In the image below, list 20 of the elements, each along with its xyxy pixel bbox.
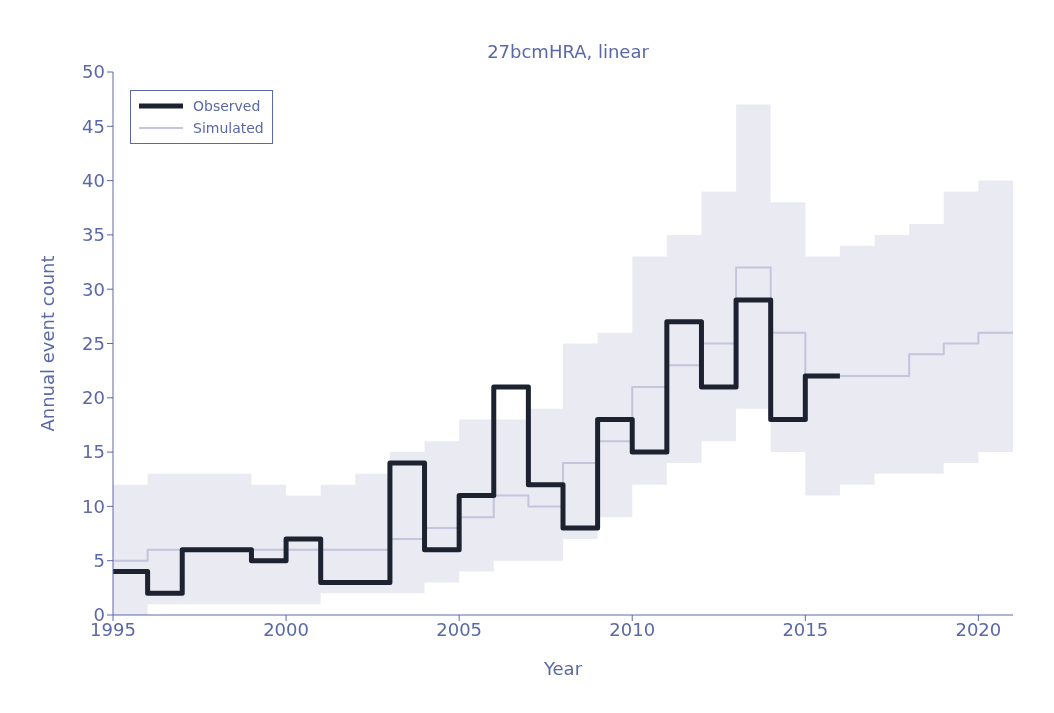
y-axis-title: Annual event count	[37, 255, 59, 432]
chart-title: 27bcmHRA, linear	[487, 41, 650, 62]
y-tick-label: 50	[82, 61, 105, 83]
y-tick-label: 25	[82, 332, 105, 354]
y-tick-label: 40	[82, 169, 105, 191]
x-tick-label: 2005	[436, 618, 483, 640]
legend-label: Simulated	[193, 120, 264, 136]
x-axis-title: Year	[542, 658, 583, 679]
y-tick-label: 5	[93, 550, 105, 572]
x-tick-label: 2000	[263, 618, 309, 640]
y-tick-label: 10	[82, 495, 105, 517]
y-tick-label: 15	[82, 441, 105, 463]
x-tick-label: 2015	[782, 618, 829, 640]
y-tick-label: 45	[82, 115, 105, 137]
y-tick-label: 20	[82, 387, 105, 409]
y-tick-label: 30	[82, 278, 105, 300]
y-tick-label: 35	[82, 224, 105, 246]
x-tick-label: 2010	[609, 618, 656, 640]
legend-label: Observed	[193, 98, 261, 114]
x-tick-label: 2020	[955, 618, 1002, 640]
